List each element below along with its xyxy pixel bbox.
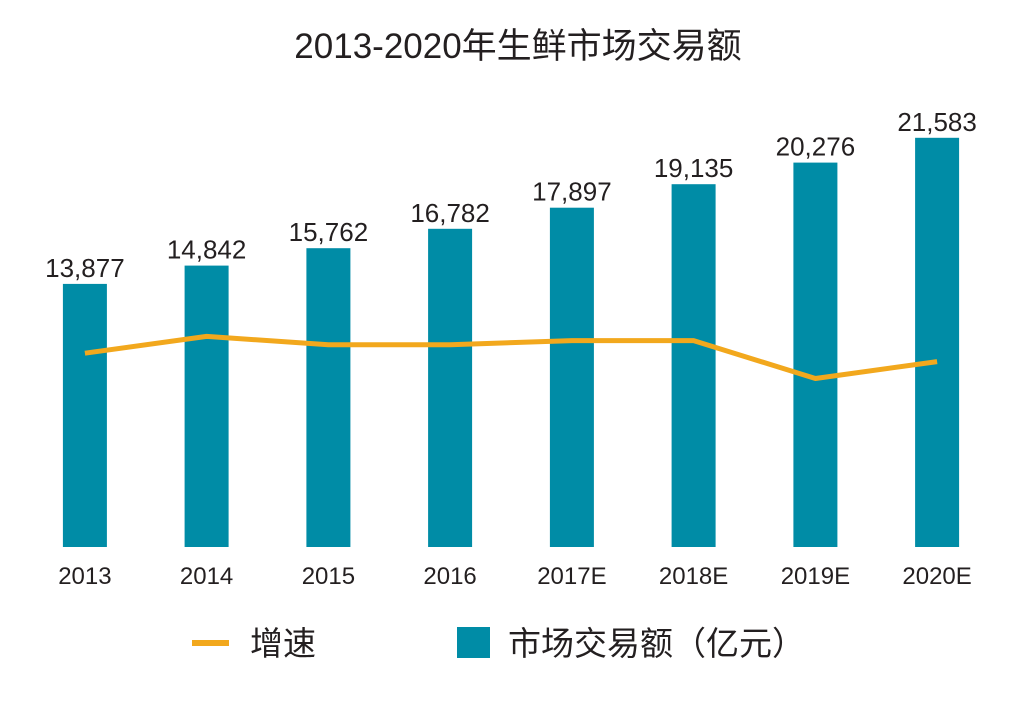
x-tick-label-2013: 2013 bbox=[58, 563, 111, 590]
growth-rate-line bbox=[84, 333, 938, 381]
x-tick-label-2015: 2015 bbox=[302, 563, 355, 590]
legend-bar-swatch bbox=[457, 627, 490, 658]
data-label-2016: 16,782 bbox=[410, 198, 490, 228]
x-axis-tick-labels: 2013 2014 2015 2016 2017E 2018E 2019E 2020E bbox=[58, 563, 972, 590]
data-label-2020e: 21,583 bbox=[897, 107, 977, 137]
bar-2013 bbox=[62, 283, 107, 547]
bars-group bbox=[62, 137, 960, 548]
legend-label-market-volume: 市场交易额（亿元） bbox=[508, 625, 805, 662]
x-tick-label-2017e: 2017E bbox=[537, 563, 606, 590]
bar-2014 bbox=[184, 265, 229, 547]
data-label-2017e: 17,897 bbox=[532, 177, 612, 207]
data-label-2018e: 19,135 bbox=[654, 153, 734, 183]
chart-title: 2013-2020年生鲜市场交易额 bbox=[294, 27, 741, 66]
bar-2019e bbox=[793, 162, 838, 547]
legend: 增速 市场交易额（亿元） bbox=[192, 625, 805, 662]
legend-label-growth-rate: 增速 bbox=[250, 625, 316, 662]
bar-2017e bbox=[549, 207, 594, 547]
bar-2016 bbox=[428, 228, 473, 548]
bar-2018e bbox=[671, 184, 716, 547]
bar-2020e bbox=[915, 137, 960, 548]
data-labels-group: 13,877 14,842 15,762 16,782 17,897 19,135 20,2… bbox=[45, 107, 977, 283]
x-tick-label-2014: 2014 bbox=[180, 563, 233, 590]
x-tick-label-2018e: 2018E bbox=[659, 563, 728, 590]
x-tick-label-2019e: 2019E bbox=[781, 563, 850, 590]
data-label-2015: 15,762 bbox=[289, 217, 369, 247]
x-tick-label-2016: 2016 bbox=[423, 563, 476, 590]
data-label-2014: 14,842 bbox=[167, 235, 247, 265]
data-label-2013: 13,877 bbox=[45, 253, 125, 283]
x-tick-label-2020e: 2020E bbox=[902, 563, 971, 590]
bar-2015 bbox=[306, 248, 351, 547]
data-label-2019e: 20,276 bbox=[776, 132, 856, 162]
line-group bbox=[84, 333, 938, 381]
